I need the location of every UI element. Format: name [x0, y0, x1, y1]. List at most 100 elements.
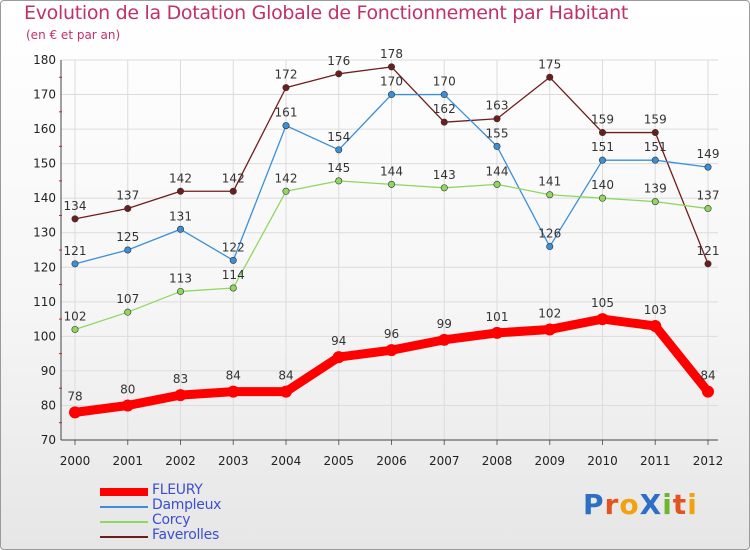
- data-label-fleury: 103: [644, 303, 667, 317]
- x-tick-label: 2001: [112, 454, 143, 468]
- x-tick-label: 2006: [376, 454, 407, 468]
- data-point-dampleux: [229, 256, 237, 264]
- data-point-fleury: [596, 313, 609, 326]
- data-point-dampleux: [124, 246, 132, 254]
- data-point-faverolles: [440, 118, 448, 126]
- logo-letter: i: [687, 488, 698, 521]
- y-tick-label: 150: [33, 157, 56, 171]
- data-label-corcy: 107: [116, 292, 139, 306]
- data-label-fleury: 101: [486, 310, 509, 324]
- y-tick-label: 130: [33, 226, 56, 240]
- data-label-fleury: 105: [591, 296, 614, 310]
- legend-swatch: [100, 536, 148, 538]
- data-label-faverolles: 178: [380, 47, 403, 61]
- data-label-faverolles: 159: [591, 113, 614, 127]
- data-label-fleury: 102: [538, 306, 561, 320]
- data-label-dampleux: 155: [486, 126, 509, 140]
- data-label-fleury: 83: [173, 372, 188, 386]
- data-label-dampleux: 154: [327, 130, 350, 144]
- x-tick-label: 2004: [271, 454, 302, 468]
- data-label-faverolles: 176: [327, 54, 350, 68]
- axes: 70 80 90 100 110 120 130 140 150 160 170 180 2000 200…: [33, 53, 723, 468]
- data-point-fleury: [227, 385, 240, 398]
- y-tick-label: 110: [33, 295, 56, 309]
- y-tick-label: 70: [41, 433, 56, 447]
- data-label-corcy: 144: [380, 164, 403, 178]
- data-label-dampleux: 149: [697, 147, 720, 161]
- data-label-corcy: 113: [169, 271, 192, 285]
- data-point-dampleux: [493, 142, 501, 150]
- data-point-dampleux: [71, 260, 79, 268]
- data-point-fleury: [121, 399, 134, 412]
- data-label-faverolles: 159: [644, 113, 667, 127]
- data-label-corcy: 141: [538, 175, 561, 189]
- data-label-dampleux: 121: [64, 244, 87, 258]
- data-point-fleury: [438, 333, 451, 346]
- data-point-fleury: [174, 389, 187, 402]
- data-label-dampleux: 122: [222, 240, 245, 254]
- data-label-fleury: 94: [331, 334, 346, 348]
- data-label-dampleux: 170: [433, 75, 456, 89]
- data-point-dampleux: [546, 243, 554, 251]
- data-point-fleury: [280, 385, 292, 398]
- data-point-corcy: [335, 177, 343, 185]
- data-point-fleury: [385, 344, 398, 357]
- data-label-dampleux: 125: [116, 230, 139, 244]
- data-label-corcy: 142: [275, 171, 298, 185]
- data-label-corcy: 140: [591, 178, 614, 192]
- y-tick-label: 90: [41, 364, 56, 378]
- x-tick-label: 2011: [640, 454, 671, 468]
- data-label-fleury: 99: [437, 317, 452, 331]
- x-tick-label: 2000: [60, 454, 91, 468]
- data-label-faverolles: 121: [697, 244, 720, 258]
- legend-label: FLEURY: [152, 482, 203, 498]
- data-label-faverolles: 172: [275, 68, 298, 82]
- data-point-fleury: [702, 385, 714, 398]
- data-point-fleury: [543, 323, 556, 336]
- data-point-faverolles: [546, 73, 554, 81]
- data-point-dampleux: [704, 163, 712, 171]
- data-label-corcy: 144: [486, 164, 509, 178]
- data-point-corcy: [71, 325, 79, 333]
- data-label-faverolles: 175: [538, 57, 561, 71]
- data-point-corcy: [440, 184, 448, 192]
- y-tick-label: 170: [33, 88, 56, 102]
- data-point-faverolles: [124, 205, 132, 213]
- data-point-corcy: [546, 191, 554, 199]
- data-point-corcy: [177, 287, 185, 295]
- data-label-faverolles: 162: [433, 102, 456, 116]
- x-tick-label: 2005: [323, 454, 354, 468]
- x-tick-label: 2009: [534, 454, 565, 468]
- data-point-fleury: [332, 351, 345, 364]
- data-point-faverolles: [177, 187, 185, 195]
- logo-letter: P: [583, 488, 605, 521]
- legend-label: Dampleux: [152, 497, 222, 513]
- data-point-corcy: [493, 180, 501, 188]
- data-point-faverolles: [493, 115, 501, 123]
- x-tick-label: 2008: [482, 454, 513, 468]
- data-label-fleury: 96: [384, 327, 399, 341]
- logo-letter: t: [672, 488, 688, 521]
- data-point-faverolles: [229, 187, 237, 195]
- chart-title: Evolution de la Dotation Globale de Fonc…: [24, 2, 629, 24]
- data-labels: 134 137 142 142 172 176 178 162 163 175 159 159 121 1…: [64, 47, 720, 403]
- x-tick-label: 2010: [587, 454, 618, 468]
- grid-lines: [61, 59, 718, 441]
- data-label-fleury: 84: [278, 369, 293, 383]
- data-label-faverolles: 142: [169, 171, 192, 185]
- data-label-dampleux: 170: [380, 75, 403, 89]
- series-layer: [69, 63, 714, 419]
- data-label-fleury: 84: [700, 369, 715, 383]
- data-label-dampleux: 126: [538, 227, 561, 241]
- data-label-corcy: 137: [697, 189, 720, 203]
- data-point-faverolles: [335, 70, 343, 78]
- data-point-dampleux: [598, 156, 606, 164]
- data-label-corcy: 143: [433, 168, 456, 182]
- logo-letter: o: [619, 488, 640, 521]
- y-tick-label: 140: [33, 191, 56, 205]
- data-point-faverolles: [704, 260, 712, 268]
- y-tick-label: 120: [33, 260, 56, 274]
- data-point-corcy: [387, 180, 395, 188]
